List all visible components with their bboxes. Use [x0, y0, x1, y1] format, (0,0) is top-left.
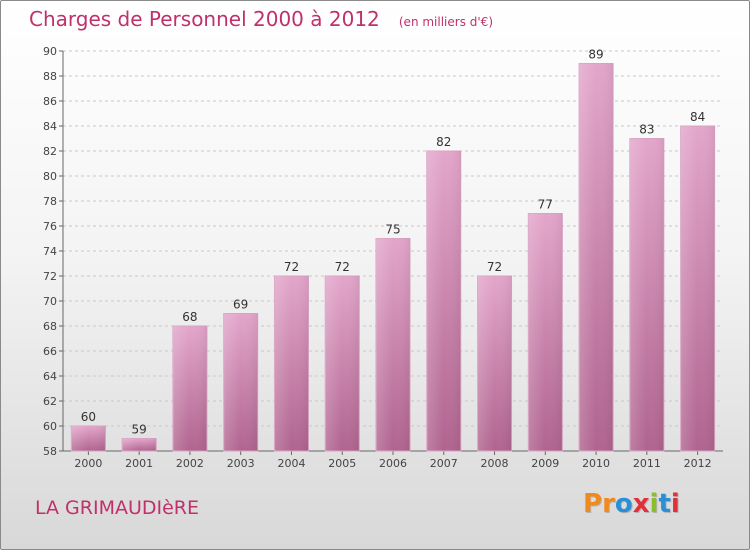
- y-tick-label: 72: [43, 270, 57, 283]
- commune-name: LA GRIMAUDIèRE: [35, 497, 200, 519]
- data-label: 82: [436, 135, 451, 149]
- data-label: 59: [132, 423, 147, 437]
- logo-letter: t: [658, 489, 671, 519]
- bar-shade: [223, 313, 258, 451]
- data-label: 72: [487, 260, 502, 274]
- bar-shade: [680, 126, 715, 451]
- chart-title: Charges de Personnel 2000 à 2012: [29, 7, 380, 31]
- bar-shade: [274, 276, 309, 451]
- data-label: 60: [81, 410, 96, 424]
- bars: [70, 63, 716, 452]
- bar-shade: [629, 138, 664, 451]
- data-label: 72: [284, 260, 299, 274]
- bar-shade: [325, 276, 360, 451]
- chart-subtitle: (en milliers d'€): [398, 15, 493, 29]
- x-tick-label: 2006: [379, 457, 407, 470]
- x-tick-label: 2009: [531, 457, 559, 470]
- bar-shade: [477, 276, 512, 451]
- y-tick-label: 80: [43, 170, 57, 183]
- data-label: 83: [639, 123, 654, 137]
- data-label: 68: [182, 310, 197, 324]
- y-tick-label: 84: [43, 120, 57, 133]
- data-label: 75: [385, 223, 400, 237]
- x-tick-label: 2001: [125, 457, 153, 470]
- x-tick-label: 2004: [277, 457, 305, 470]
- title-row: Charges de Personnel 2000 à 2012 (en mil…: [29, 7, 493, 31]
- y-tick-label: 60: [43, 420, 57, 433]
- logo-letter: i: [670, 489, 680, 519]
- y-tick-label: 58: [43, 445, 57, 458]
- x-tick-label: 2008: [481, 457, 509, 470]
- x-tick-label: 2005: [328, 457, 356, 470]
- y-tick-label: 74: [43, 245, 57, 258]
- y-tick-label: 82: [43, 145, 57, 158]
- bar-shade: [376, 238, 410, 451]
- x-tick-label: 2007: [430, 457, 458, 470]
- y-tick-label: 88: [43, 70, 57, 83]
- x-tick-label: 2012: [684, 457, 712, 470]
- y-tick-label: 64: [43, 370, 57, 383]
- y-tick-label: 76: [43, 220, 57, 233]
- bar-shade: [122, 438, 157, 451]
- x-tick-label: 2011: [633, 457, 661, 470]
- x-tick-label: 2002: [176, 457, 204, 470]
- y-tick-label: 66: [43, 345, 57, 358]
- y-tick-label: 62: [43, 395, 57, 408]
- bar-shade: [528, 213, 563, 451]
- data-label: 77: [538, 198, 553, 212]
- bar-shade: [71, 426, 106, 451]
- x-tick-label: 2000: [74, 457, 102, 470]
- x-tick-label: 2010: [582, 457, 610, 470]
- y-tick-label: 78: [43, 195, 57, 208]
- bar-shade: [426, 151, 461, 451]
- data-label: 72: [335, 260, 350, 274]
- data-labels: 60 59 68 69 72 72 75 82 72 77 89 83 84: [81, 48, 706, 437]
- data-label: 69: [233, 298, 248, 312]
- logo-letter: o: [614, 489, 633, 519]
- y-tick-label: 70: [43, 295, 57, 308]
- logo-letter: x: [632, 489, 650, 519]
- logo-letter: P: [583, 489, 603, 519]
- logo-letter: i: [649, 489, 659, 519]
- axes: 58 60 62 64 66 68 70 72 74 76 78 80 82 84 86 88 90 2000 20…: [43, 45, 723, 470]
- bar-shade: [172, 326, 207, 451]
- data-label: 84: [690, 110, 705, 124]
- y-tick-label: 90: [43, 45, 57, 58]
- logo-letter: r: [602, 489, 615, 519]
- proxiti-logo[interactable]: Proxiti: [583, 489, 680, 519]
- bar-shade: [579, 63, 614, 451]
- y-tick-label: 86: [43, 95, 57, 108]
- y-tick-label: 68: [43, 320, 57, 333]
- data-label: 89: [588, 48, 603, 62]
- x-tick-label: 2003: [227, 457, 255, 470]
